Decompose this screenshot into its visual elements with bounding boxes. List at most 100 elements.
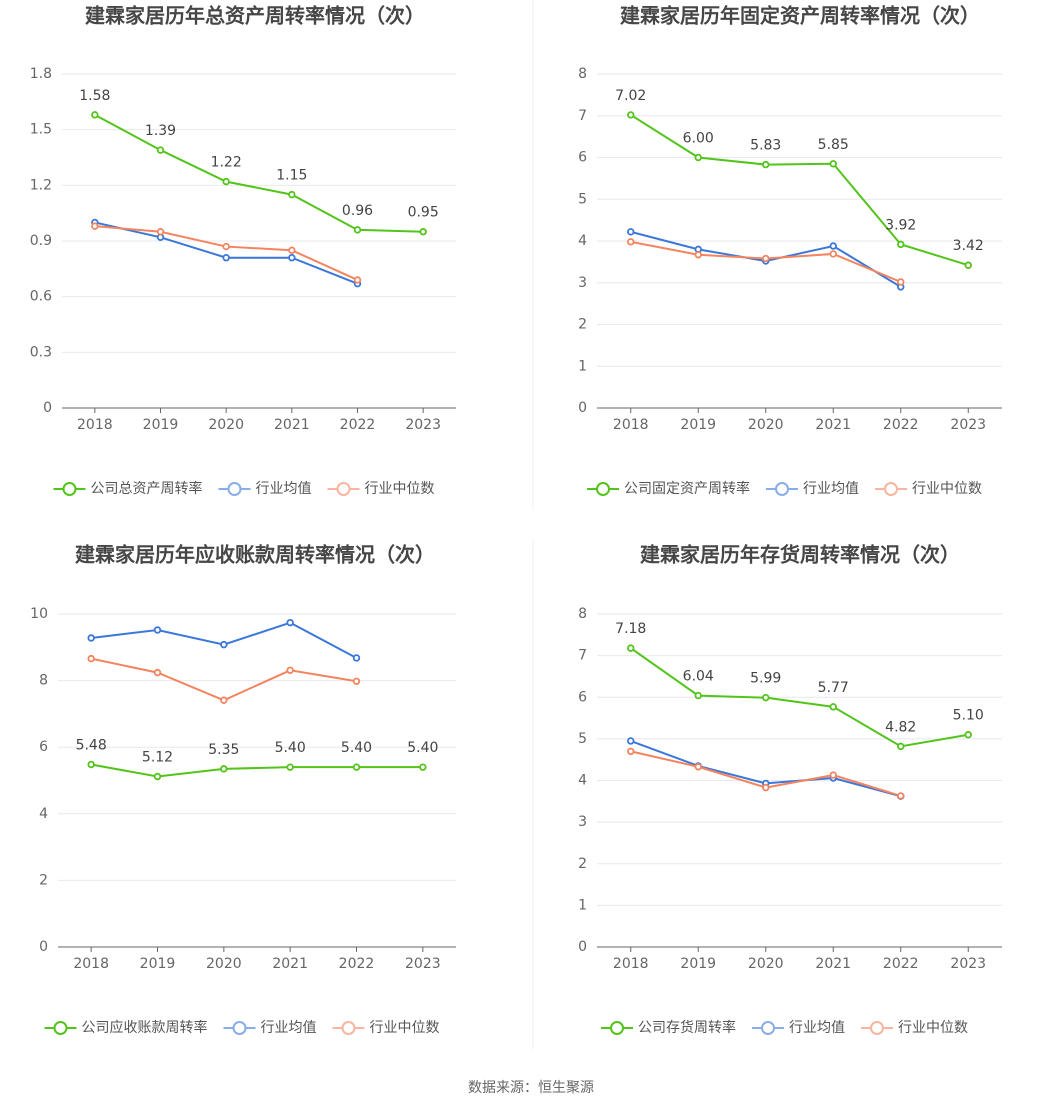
data-point — [156, 228, 165, 236]
x-tick-label: 2020 — [208, 417, 244, 433]
y-tick-label: 2 — [39, 872, 48, 888]
y-tick-label: 2 — [578, 317, 587, 333]
legend-label: 行业均值 — [789, 1020, 845, 1036]
chart: 建霖家居历年应收账款周转率情况（次） 0 2 4 6 8 10 2018 2019 2020 202… — [30, 543, 456, 1036]
data-point — [627, 228, 635, 236]
data-label: 1.15 — [276, 168, 307, 184]
data-point — [897, 278, 905, 286]
source: 数据来源：恒生聚源 — [468, 1080, 594, 1096]
data-label: 5.83 — [750, 138, 781, 154]
x-tick-label: 2018 — [73, 956, 109, 972]
legend-label: 行业中位数 — [898, 1020, 968, 1036]
x-tick-label: 2022 — [340, 417, 376, 433]
data-point — [829, 771, 837, 779]
series-line — [94, 221, 358, 285]
y-tick-label: 2 — [578, 856, 587, 872]
y-tick-label: 8 — [578, 606, 587, 622]
series-line — [94, 113, 424, 233]
data-point — [222, 177, 230, 186]
data-point — [91, 111, 99, 119]
chart: 建霖家居历年固定资产周转率情况（次） 0 1 2 3 4 5 6 7 8 2018 2019 2020 2… — [578, 4, 1002, 497]
y-tick-label: 8 — [578, 66, 587, 82]
data-point — [627, 111, 635, 119]
x-tick-label: 2018 — [613, 417, 649, 433]
data-point — [288, 190, 296, 199]
y-tick-label: 7 — [578, 108, 587, 124]
x-tick-label: 2020 — [748, 417, 784, 433]
data-point — [419, 763, 427, 771]
data-point — [87, 654, 95, 663]
data-point — [352, 677, 361, 685]
data-point — [627, 238, 635, 246]
x-tick-label: 2022 — [883, 956, 919, 972]
data-point — [694, 763, 702, 771]
legend: 公司总资产周转率 行业均值 行业中位数 — [53, 480, 435, 497]
legend-label: 公司应收账款周转率 — [82, 1019, 208, 1036]
y-tick-label: 0.6 — [30, 289, 52, 305]
legend-marker — [227, 482, 242, 496]
data-point — [222, 242, 230, 251]
legend-marker — [596, 482, 610, 496]
y-tick-label: 1.2 — [30, 177, 52, 193]
data-point — [762, 160, 770, 169]
chart-title: 建霖家居历年固定资产周转率情况（次） — [620, 4, 980, 28]
data-point — [762, 783, 770, 792]
x-tick-label: 2022 — [339, 956, 375, 972]
y-tick-label: 1 — [578, 897, 587, 913]
data-point — [694, 153, 702, 162]
x-tick-label: 2023 — [950, 417, 986, 433]
y-tick-label: 0.9 — [30, 233, 52, 249]
x-tick-label: 2019 — [680, 417, 716, 433]
legend-label: 行业均值 — [803, 481, 859, 497]
y-tick-label: 5 — [578, 731, 587, 747]
data-point — [627, 644, 635, 652]
x-tick-label: 2021 — [272, 956, 308, 972]
data-point — [627, 747, 635, 756]
legend-label: 行业中位数 — [365, 481, 435, 497]
legend-marker — [870, 1021, 884, 1035]
data-label: 6.04 — [683, 669, 714, 685]
x-tick-label: 2023 — [405, 417, 441, 433]
y-tick-label: 8 — [39, 673, 48, 689]
chart-title: 建霖家居历年总资产周转率情况（次） — [85, 4, 425, 28]
data-point — [288, 254, 296, 262]
x-tick-label: 2020 — [748, 956, 784, 972]
y-tick-label: 10 — [30, 606, 48, 622]
data-point — [91, 222, 99, 230]
data-label: 4.82 — [885, 719, 916, 735]
chart-title: 建霖家居历年存货周转率情况（次） — [640, 543, 960, 567]
data-point — [288, 246, 296, 254]
x-tick-label: 2023 — [405, 956, 441, 972]
data-label: 1.39 — [145, 123, 176, 139]
series-line — [94, 225, 358, 281]
data-label: 5.48 — [76, 738, 107, 754]
data-label: 1.58 — [79, 88, 110, 104]
data-point — [897, 742, 905, 751]
legend-label: 行业均值 — [261, 1020, 317, 1036]
x-tick-label: 2023 — [950, 956, 986, 972]
data-label: 3.42 — [953, 238, 984, 254]
y-tick-label: 5 — [578, 191, 587, 207]
x-tick-label: 2018 — [77, 417, 113, 433]
data-label: 5.40 — [275, 740, 306, 756]
data-label: 5.12 — [142, 750, 173, 766]
x-tick-label: 2019 — [140, 956, 176, 972]
y-tick-label: 0 — [578, 400, 587, 416]
data-label: 0.96 — [342, 203, 373, 219]
legend-marker — [62, 482, 77, 496]
y-tick-label: 6 — [39, 739, 48, 755]
data-point — [286, 618, 294, 627]
data-point — [286, 666, 294, 674]
data-label: 6.00 — [683, 131, 714, 147]
x-tick-label: 2019 — [143, 417, 179, 433]
y-tick-label: 3 — [578, 814, 587, 830]
data-point — [352, 654, 361, 662]
y-tick-label: 3 — [578, 275, 587, 291]
data-point — [694, 251, 702, 259]
y-tick-label: 6 — [578, 689, 587, 705]
data-point — [627, 737, 635, 745]
chart: 建霖家居历年总资产周转率情况（次） 0 0.3 0.6 0.9 1.2 1.5 1.8 2018… — [30, 4, 456, 497]
data-label: 3.92 — [885, 217, 916, 233]
data-point — [829, 160, 837, 168]
